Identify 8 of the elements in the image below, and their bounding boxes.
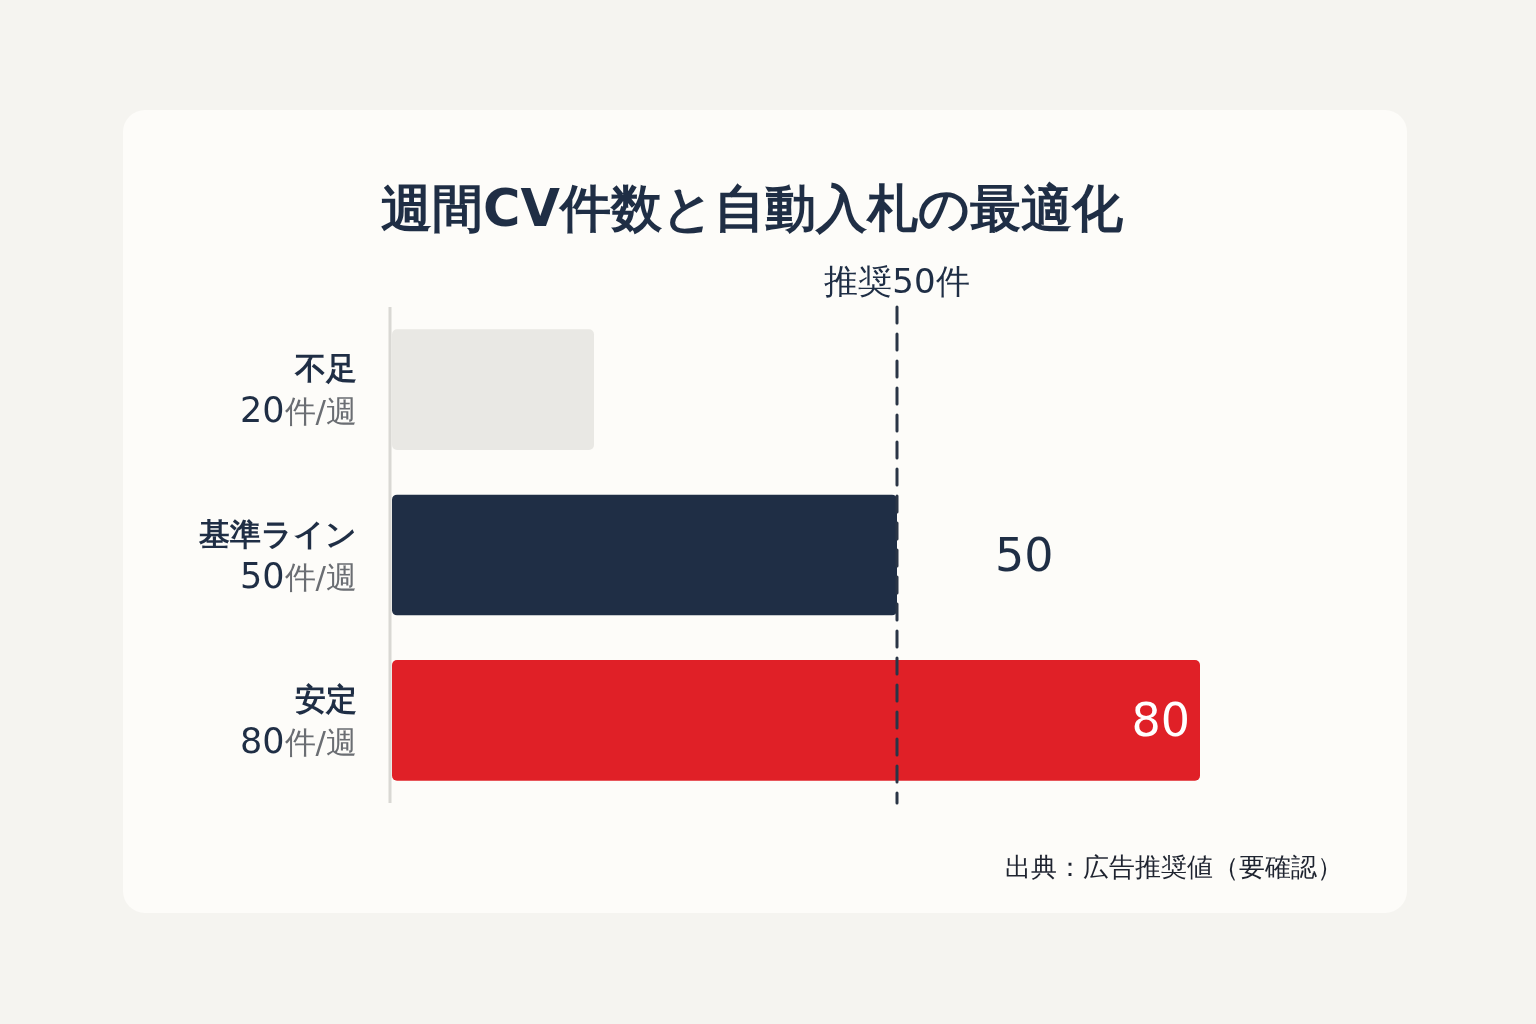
category-label: 基準ライン 50件/週 [199, 515, 357, 596]
category-label: 不足 20件/週 [240, 350, 357, 431]
ref-line-label: 推奨50件 [824, 261, 970, 301]
data-label: 50 [995, 528, 1054, 582]
title: 週間CV件数と自動入札の最適化 [381, 179, 1123, 238]
category-label: 安定 80件/週 [240, 680, 357, 761]
data-label: 80 [1131, 693, 1190, 748]
annotation: 出典：広告推奨値（要確認） [1005, 852, 1343, 882]
